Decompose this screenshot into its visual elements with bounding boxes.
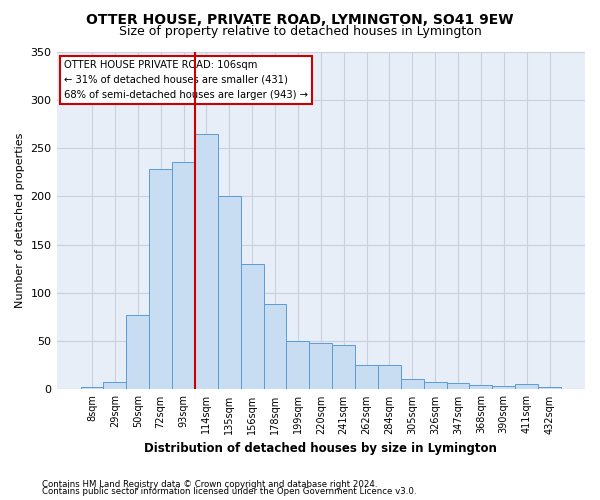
Text: Contains HM Land Registry data © Crown copyright and database right 2024.: Contains HM Land Registry data © Crown c… <box>42 480 377 489</box>
Bar <box>127 315 149 390</box>
Bar <box>424 382 446 390</box>
Bar <box>310 343 332 390</box>
Bar <box>355 366 378 390</box>
Bar <box>263 304 286 390</box>
Bar <box>218 196 241 390</box>
Bar <box>401 379 424 390</box>
Bar <box>241 264 263 390</box>
Bar <box>446 382 469 390</box>
Bar <box>172 162 195 390</box>
Bar <box>195 134 218 390</box>
Bar <box>469 384 493 390</box>
Bar <box>493 386 515 390</box>
Bar <box>286 341 310 390</box>
Bar <box>538 386 561 390</box>
Bar <box>332 345 355 390</box>
Bar <box>80 388 103 390</box>
Y-axis label: Number of detached properties: Number of detached properties <box>15 133 25 308</box>
Bar <box>103 382 127 390</box>
Bar <box>378 366 401 390</box>
Text: OTTER HOUSE, PRIVATE ROAD, LYMINGTON, SO41 9EW: OTTER HOUSE, PRIVATE ROAD, LYMINGTON, SO… <box>86 12 514 26</box>
X-axis label: Distribution of detached houses by size in Lymington: Distribution of detached houses by size … <box>145 442 497 455</box>
Text: Size of property relative to detached houses in Lymington: Size of property relative to detached ho… <box>119 25 481 38</box>
Bar <box>515 384 538 390</box>
Bar <box>149 170 172 390</box>
Text: OTTER HOUSE PRIVATE ROAD: 106sqm
← 31% of detached houses are smaller (431)
68% : OTTER HOUSE PRIVATE ROAD: 106sqm ← 31% o… <box>64 60 308 100</box>
Text: Contains public sector information licensed under the Open Government Licence v3: Contains public sector information licen… <box>42 487 416 496</box>
